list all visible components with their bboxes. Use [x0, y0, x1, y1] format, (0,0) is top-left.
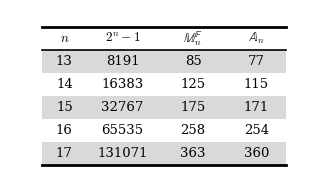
Text: 15: 15	[56, 101, 73, 114]
Text: 77: 77	[248, 55, 265, 68]
Text: 258: 258	[180, 124, 206, 137]
Text: 175: 175	[180, 101, 206, 114]
Text: 17: 17	[56, 147, 73, 160]
Text: 65535: 65535	[102, 124, 144, 137]
Text: 14: 14	[56, 78, 73, 91]
Text: 32767: 32767	[101, 101, 144, 114]
Text: 16383: 16383	[101, 78, 144, 91]
Text: $\mathbb{M}^{\mathbb{F}}_n$: $\mathbb{M}^{\mathbb{F}}_n$	[183, 29, 203, 48]
Text: 125: 125	[180, 78, 206, 91]
Text: 85: 85	[185, 55, 202, 68]
Text: $n$: $n$	[60, 32, 69, 45]
Text: $2^n - 1$: $2^n - 1$	[105, 32, 141, 45]
Text: $\mathbb{A}_n$: $\mathbb{A}_n$	[248, 31, 265, 46]
Text: 363: 363	[180, 147, 206, 160]
Text: 115: 115	[244, 78, 269, 91]
Bar	[43, 96, 285, 119]
Text: 131071: 131071	[97, 147, 148, 160]
Text: 171: 171	[244, 101, 269, 114]
Text: 8191: 8191	[106, 55, 140, 68]
Text: 254: 254	[244, 124, 269, 137]
Bar	[43, 142, 285, 165]
Text: 13: 13	[56, 55, 73, 68]
Text: 16: 16	[56, 124, 73, 137]
Bar	[43, 50, 285, 73]
Text: 360: 360	[244, 147, 269, 160]
